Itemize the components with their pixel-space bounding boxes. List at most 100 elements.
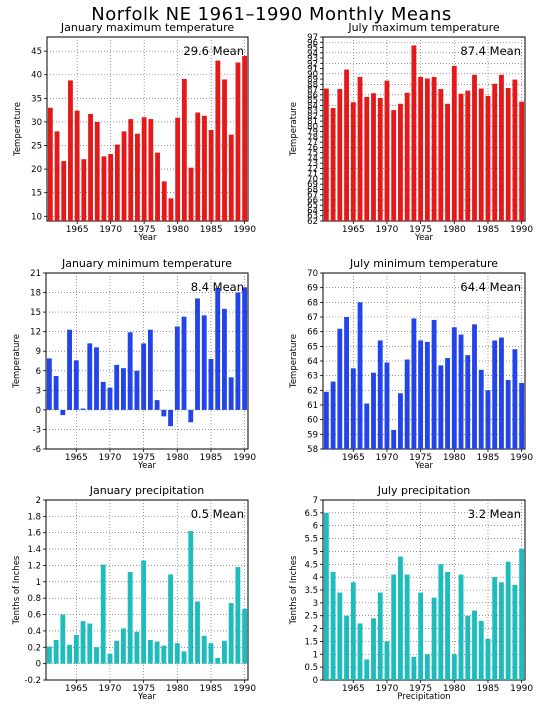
y-axis-label: Temperature: [289, 102, 299, 157]
bar-1975: [141, 560, 147, 664]
x-tick-label: 1985: [200, 225, 223, 235]
bar-1987: [499, 582, 504, 680]
bar-1968: [371, 618, 376, 680]
bar-1963: [60, 409, 66, 416]
bar-1976: [147, 329, 153, 410]
bar-1962: [330, 107, 336, 221]
bar-1973: [404, 574, 410, 680]
y-tick-label: 25: [31, 142, 42, 152]
bar-1985: [208, 129, 214, 221]
y-tick-label: 0.4: [27, 627, 41, 637]
bar-1970: [384, 80, 390, 222]
y-tick-label: 68: [307, 185, 318, 195]
bar-1983: [195, 112, 201, 221]
bar-1977: [154, 641, 160, 664]
bar-1980: [451, 654, 457, 680]
bar-1976: [147, 639, 153, 664]
x-tick-label: 1970: [376, 684, 399, 694]
bar-1989: [512, 349, 518, 449]
bar-1969: [377, 97, 383, 221]
bar-1982: [188, 167, 194, 221]
y-tick-label: 88: [307, 80, 318, 90]
y-tick-label: 65: [307, 342, 318, 352]
bar-1973: [128, 119, 134, 221]
bar-1987: [222, 79, 227, 221]
bar-1963: [337, 592, 343, 680]
bar-1973: [404, 92, 410, 222]
y-tick-label: 89: [307, 75, 318, 85]
bar-1979: [168, 574, 173, 664]
chart-panel-6: July precipitation 0 0.5 1 1.5 2 2.5 3 3.5 4 4.5 5 5…: [289, 484, 533, 702]
y-tick-label: 73: [307, 159, 318, 169]
plot-frame: [46, 36, 249, 222]
x-tick-label: 1965: [342, 453, 365, 463]
bar-1971: [391, 429, 397, 449]
bar-1964: [344, 69, 349, 221]
y-tick-label: 87: [307, 86, 318, 96]
bar-1961: [323, 88, 329, 222]
y-tick-label: 1.6: [27, 529, 41, 539]
bar-1989: [512, 584, 518, 680]
y-tick-label: 40: [31, 71, 42, 81]
bar-1969: [101, 156, 107, 221]
y-tick-label: 18: [30, 289, 41, 299]
y-tick-label: 6: [36, 367, 41, 377]
y-tick-label: 1.2: [27, 561, 41, 571]
y-tick-label: 7: [313, 496, 318, 506]
bar-1972: [121, 628, 126, 664]
y-tick-label: 0.6: [27, 611, 41, 621]
y-tick-label: 62: [307, 386, 318, 396]
bar-1974: [411, 656, 417, 680]
bar-1964: [68, 80, 73, 222]
bar-1963: [337, 328, 343, 449]
x-tick-label: 1985: [477, 453, 500, 463]
bar-1990: [242, 287, 248, 410]
x-tick-label: 1985: [200, 684, 223, 694]
x-tick-label: 1985: [477, 225, 500, 235]
bar-1963: [61, 161, 67, 221]
y-tick-label: 85: [307, 96, 318, 106]
bar-1972: [121, 368, 126, 410]
x-axis-label: Year: [137, 461, 157, 471]
bar-1977: [154, 400, 160, 410]
bar-1987: [499, 74, 504, 221]
y-tick-label: 94: [307, 49, 318, 59]
y-tick-label: 69: [307, 180, 318, 190]
y-axis-label: Tenths of Inches: [12, 555, 22, 625]
bar-1988: [228, 377, 234, 410]
bar-1981: [458, 574, 464, 680]
chart-title: July minimum temperature: [349, 257, 498, 270]
bar-1978: [161, 645, 167, 664]
bar-1964: [67, 644, 72, 664]
bar-1966: [357, 76, 363, 221]
bar-1971: [391, 574, 397, 680]
chart-panel-2: July maximum temperature 6263646566676869…: [289, 21, 533, 243]
x-tick-label: 1980: [166, 453, 189, 463]
bar-1974: [134, 631, 140, 664]
bar-1971: [114, 640, 120, 664]
x-tick-label: 1975: [132, 684, 155, 694]
x-tick-label: 1990: [233, 453, 256, 463]
bar-1984: [478, 88, 484, 222]
bar-1983: [472, 324, 477, 449]
bar-1986: [492, 577, 498, 680]
bar-1979: [168, 409, 173, 427]
y-tick-label: 0: [313, 676, 318, 686]
y-tick-label: 83: [307, 107, 318, 117]
x-tick-label: 1975: [409, 453, 432, 463]
y-tick-label: 69: [307, 284, 318, 294]
y-tick-label: 64: [307, 206, 318, 216]
y-tick-label: 0.8: [27, 594, 41, 604]
bar-1966: [357, 302, 363, 449]
bar-1981: [458, 93, 464, 221]
x-axis-label: Year: [414, 233, 434, 243]
y-tick-label: 63: [307, 212, 318, 222]
y-tick-label: 59: [307, 430, 318, 440]
y-axis-label: Temperature: [13, 102, 23, 157]
y-tick-label: 96: [307, 38, 318, 48]
bar-1969: [377, 340, 383, 449]
y-tick-label: 64: [307, 357, 318, 367]
chart-title: January maximum temperature: [60, 21, 234, 34]
bar-1971: [114, 144, 120, 221]
chart-panel-5: January precipitation -0.2 0 0.2 0.4 0.6 0.8 1 1…: [12, 484, 256, 702]
